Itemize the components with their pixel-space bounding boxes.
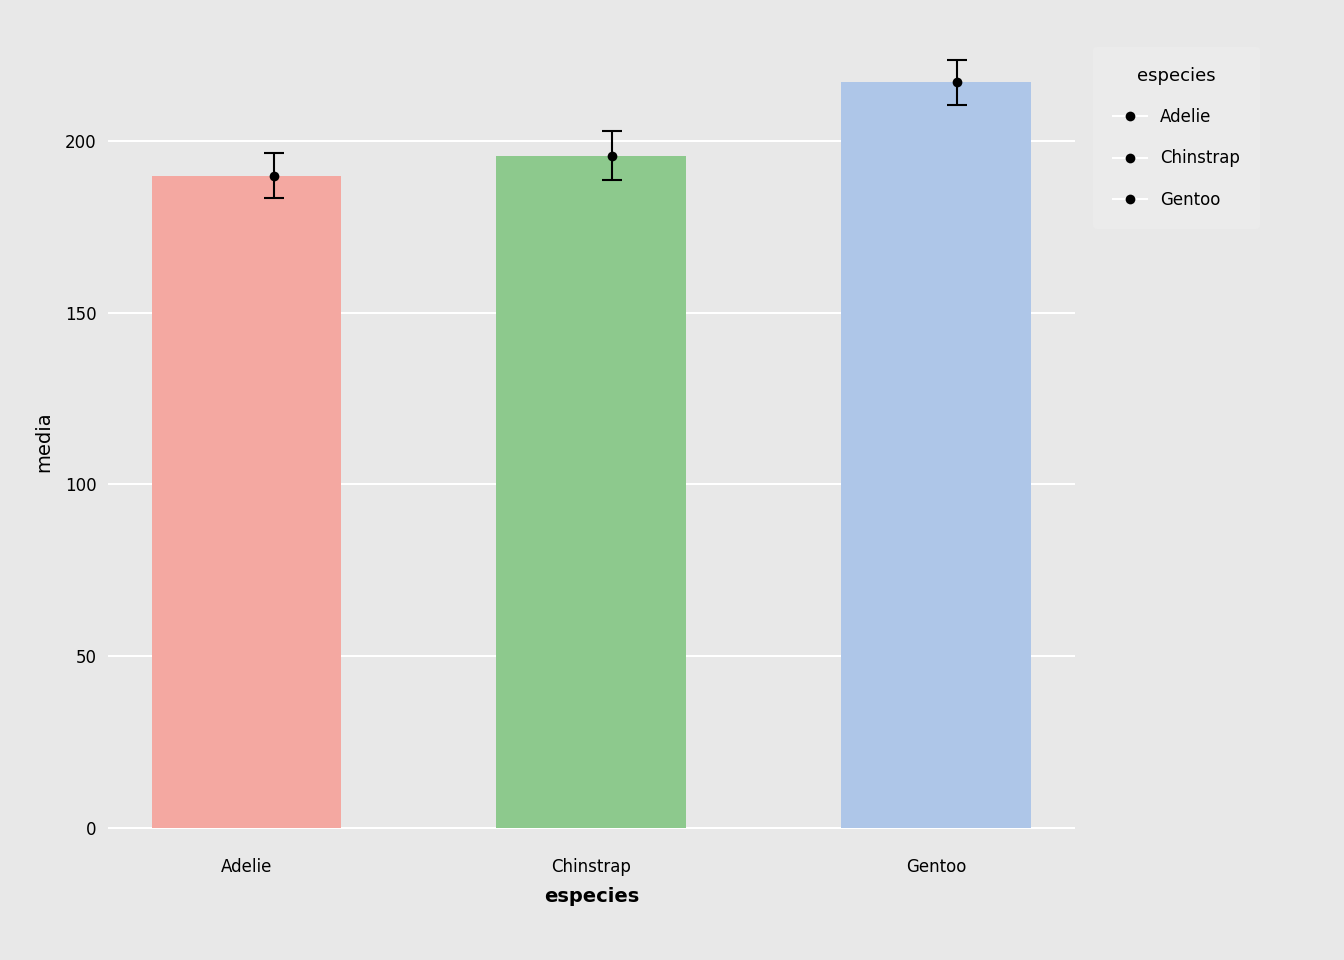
Y-axis label: media: media — [35, 411, 54, 472]
Legend: Adelie, Chinstrap, Gentoo: Adelie, Chinstrap, Gentoo — [1093, 47, 1259, 228]
Bar — [841, 83, 1031, 828]
X-axis label: especies: especies — [544, 887, 638, 906]
Bar — [152, 176, 341, 828]
Bar — [496, 156, 687, 828]
